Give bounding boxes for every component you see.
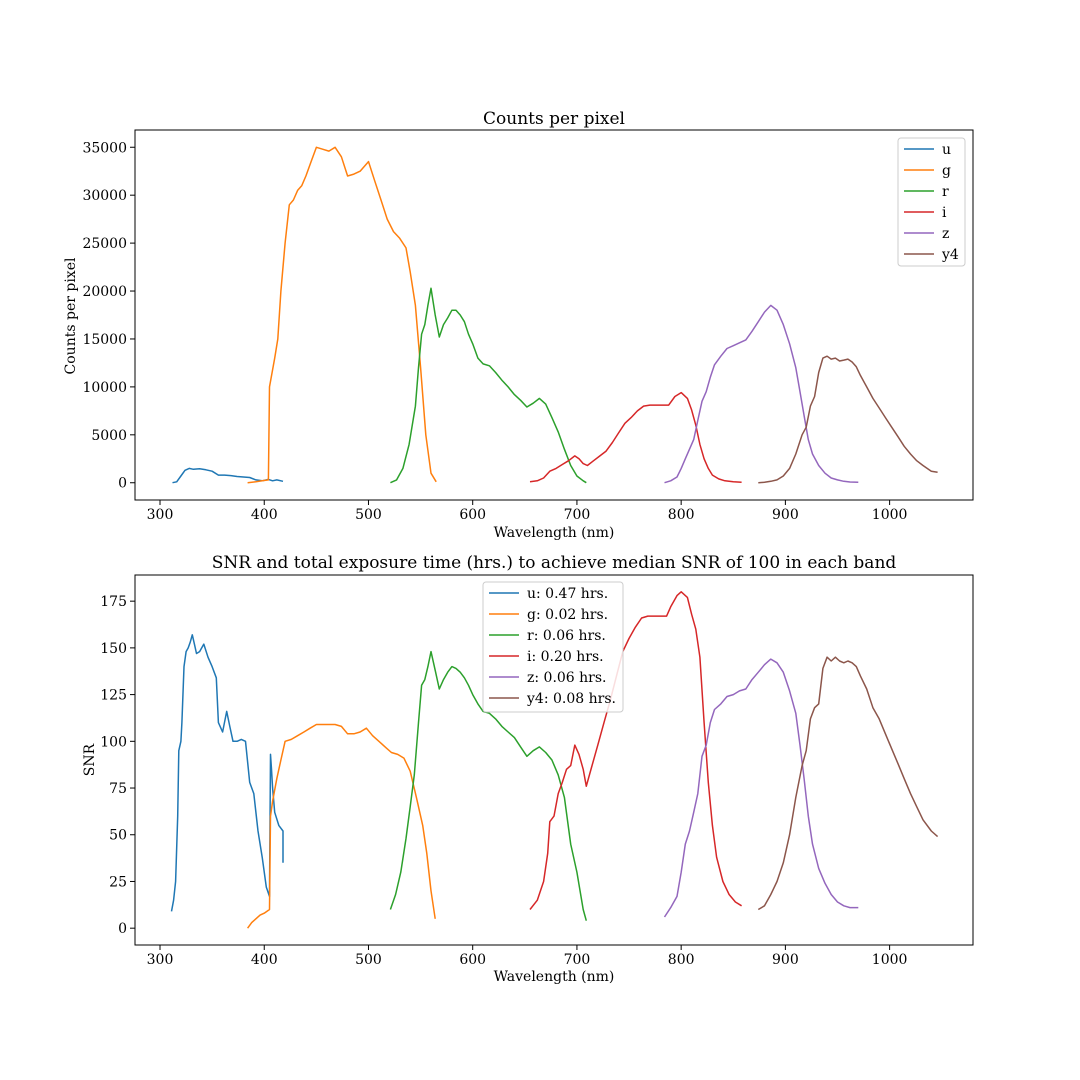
- plot-frame: [134, 574, 974, 946]
- chart-title: SNR and total exposure time (hrs.) to ac…: [212, 553, 897, 573]
- chart-title: Counts per pixel: [483, 109, 625, 129]
- x-tick-label: 400: [251, 507, 278, 523]
- x-tick-label: 1000: [872, 507, 908, 523]
- y-tick-label: 100: [100, 734, 127, 750]
- snr-chart: SNR and total exposure time (hrs.) to ac…: [82, 553, 974, 985]
- y-tick-label: 50: [109, 828, 127, 844]
- x-tick-label: 900: [772, 507, 799, 523]
- x-tick-label: 700: [564, 507, 591, 523]
- x-axis-label: Wavelength (nm): [494, 969, 615, 985]
- y-tick-label: 125: [100, 688, 127, 704]
- y-tick-label: 0: [118, 921, 127, 937]
- x-tick-label: 900: [772, 952, 799, 968]
- series-line-5: [757, 656, 939, 911]
- series-line-2: [390, 287, 587, 484]
- legend-label: i: [942, 205, 947, 221]
- x-tick-label: 300: [147, 952, 174, 968]
- y-tick-label: 25000: [82, 236, 127, 252]
- y-tick-label: 35000: [82, 140, 127, 156]
- legend: u: 0.47 hrs. g: 0.02 hrs. r: 0.06 hrs. i: 0…: [482, 581, 624, 713]
- counts-per-pixel-chart: Counts per pixel Wavelength (nm) Counts …: [63, 109, 974, 541]
- legend-label: u: [942, 142, 951, 158]
- x-tick-label: 600: [459, 952, 486, 968]
- legend-label: i: 0.20 hrs.: [527, 649, 604, 665]
- y-tick-label: 30000: [82, 188, 127, 204]
- legend-label: g: [942, 163, 951, 179]
- series-line-5: [758, 355, 938, 484]
- series-line-2: [389, 650, 588, 921]
- y-tick-label: 150: [100, 641, 127, 657]
- y-tick-label: 175: [100, 594, 127, 610]
- series-line-3: [529, 391, 742, 484]
- y-tick-label: 20000: [82, 284, 127, 300]
- series-line-4: [663, 658, 859, 918]
- legend-label: u: 0.47 hrs.: [527, 586, 608, 602]
- legend-label: r: 0.06 hrs.: [527, 628, 606, 644]
- x-tick-label: 800: [668, 952, 695, 968]
- y-tick-label: 5000: [91, 428, 127, 444]
- x-tick-label: 300: [147, 507, 174, 523]
- y-tick-label: 10000: [82, 380, 127, 396]
- x-tick-label: 800: [668, 507, 695, 523]
- legend-label: y4: [941, 247, 959, 263]
- x-tick-label: 1000: [872, 952, 908, 968]
- y-tick-label: 15000: [82, 332, 127, 348]
- x-tick-label: 500: [355, 507, 382, 523]
- x-tick-label: 600: [459, 507, 486, 523]
- legend-label: y4: 0.08 hrs.: [526, 691, 616, 707]
- y-tick-label: 25: [109, 874, 127, 890]
- y-axis-label: SNR: [82, 743, 98, 776]
- series-line-4: [664, 304, 859, 484]
- series-line-1: [247, 146, 437, 484]
- plot-frame: [134, 129, 974, 501]
- series-line-3: [529, 591, 742, 910]
- x-tick-label: 500: [355, 952, 382, 968]
- y-tick-label: 75: [109, 781, 127, 797]
- legend-label: z: [942, 226, 949, 242]
- x-axis-label: Wavelength (nm): [494, 525, 615, 541]
- legend-label: z: 0.06 hrs.: [527, 670, 607, 686]
- y-tick-label: 0: [118, 476, 127, 492]
- x-tick-label: 400: [251, 952, 278, 968]
- legend-label: g: 0.02 hrs.: [527, 607, 608, 623]
- y-axis-label: Counts per pixel: [63, 257, 79, 374]
- legend-label: r: [942, 184, 949, 200]
- series-line-1: [246, 723, 436, 929]
- x-tick-label: 700: [564, 952, 591, 968]
